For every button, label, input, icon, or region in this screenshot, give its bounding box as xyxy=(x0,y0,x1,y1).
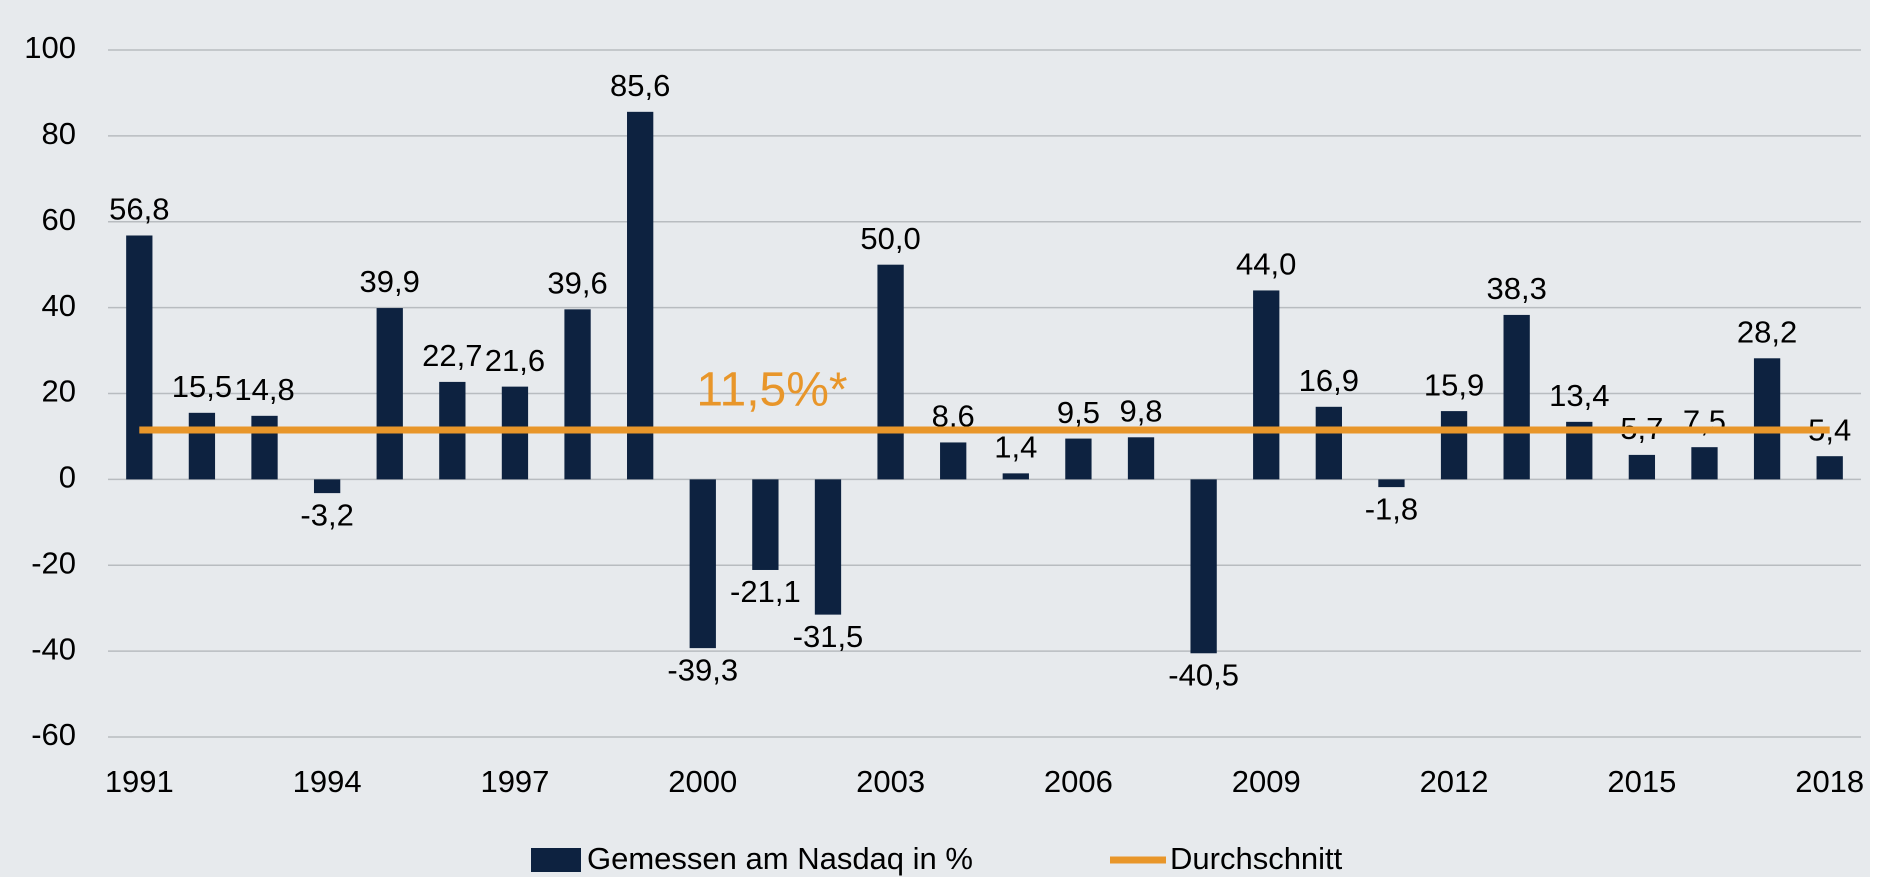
x-tick-label: 1997 xyxy=(480,764,549,799)
data-label: 14,8 xyxy=(234,372,294,407)
data-label: 28,2 xyxy=(1737,314,1797,349)
y-tick-label: 60 xyxy=(42,202,76,237)
data-label: -1,8 xyxy=(1365,491,1418,526)
legend-label: Durchschnitt xyxy=(1170,841,1343,876)
bar xyxy=(1691,447,1718,480)
data-label: 44,0 xyxy=(1236,247,1296,282)
y-tick-label: 100 xyxy=(24,30,76,65)
bar xyxy=(1315,406,1342,480)
x-tick-label: 2009 xyxy=(1232,764,1301,799)
x-tick-label: 2003 xyxy=(856,764,925,799)
data-label: 85,6 xyxy=(610,68,670,103)
bar xyxy=(627,111,654,480)
bar xyxy=(814,479,842,615)
x-tick-label: 1991 xyxy=(105,764,174,799)
x-tick-label: 1994 xyxy=(293,764,362,799)
data-label: 1,4 xyxy=(994,430,1037,465)
average-label: 11,5%* xyxy=(696,364,847,417)
data-label: 50,0 xyxy=(860,221,920,256)
data-label: -21,1 xyxy=(730,574,801,609)
data-label: -40,5 xyxy=(1168,657,1239,692)
data-label: 9,5 xyxy=(1057,395,1100,430)
x-tick-label: 2018 xyxy=(1795,764,1864,799)
y-tick-label: 0 xyxy=(59,460,76,495)
y-tick-label: -60 xyxy=(31,717,76,752)
bar xyxy=(877,264,904,480)
data-label: 16,9 xyxy=(1299,363,1359,398)
data-label: 38,3 xyxy=(1486,271,1546,306)
legend-swatch xyxy=(531,848,581,872)
bar xyxy=(1503,314,1530,480)
y-tick-label: -40 xyxy=(31,631,76,666)
bar xyxy=(689,479,716,649)
bar xyxy=(1816,456,1843,480)
bar xyxy=(1190,479,1217,654)
bar xyxy=(1378,479,1405,488)
data-label: 22,7 xyxy=(422,338,482,373)
data-label: 13,4 xyxy=(1549,378,1609,413)
data-label: 56,8 xyxy=(109,192,169,227)
data-label: 9,8 xyxy=(1119,393,1162,428)
bar xyxy=(940,442,967,480)
bar xyxy=(752,479,779,570)
x-tick-label: 2000 xyxy=(668,764,737,799)
bar xyxy=(564,309,591,480)
bar xyxy=(1440,411,1468,480)
data-label: -39,3 xyxy=(667,652,738,687)
x-tick-label: 2012 xyxy=(1420,764,1489,799)
x-tick-label: 2015 xyxy=(1607,764,1676,799)
bar xyxy=(1127,437,1155,480)
data-label: -3,2 xyxy=(300,497,353,532)
bar xyxy=(1753,358,1781,480)
legend-label: Gemessen am Nasdaq in % xyxy=(587,841,973,876)
y-tick-label: -20 xyxy=(31,545,76,580)
bar xyxy=(1065,438,1092,480)
data-label: 21,6 xyxy=(485,343,545,378)
bar xyxy=(1253,290,1280,480)
bar xyxy=(188,412,216,480)
bar xyxy=(313,479,341,494)
bar xyxy=(1628,454,1656,480)
x-tick-label: 2006 xyxy=(1044,764,1113,799)
y-tick-label: 40 xyxy=(42,288,76,323)
bar xyxy=(126,235,153,480)
bar xyxy=(251,415,278,480)
y-tick-label: 80 xyxy=(42,116,76,151)
data-label: 15,5 xyxy=(172,369,232,404)
data-label: -31,5 xyxy=(793,619,864,654)
data-label: 39,9 xyxy=(360,264,420,299)
data-label: 15,9 xyxy=(1424,367,1484,402)
y-tick-label: 20 xyxy=(42,374,76,409)
bar xyxy=(1002,473,1029,480)
data-label: 39,6 xyxy=(547,266,607,301)
bar xyxy=(376,308,403,480)
